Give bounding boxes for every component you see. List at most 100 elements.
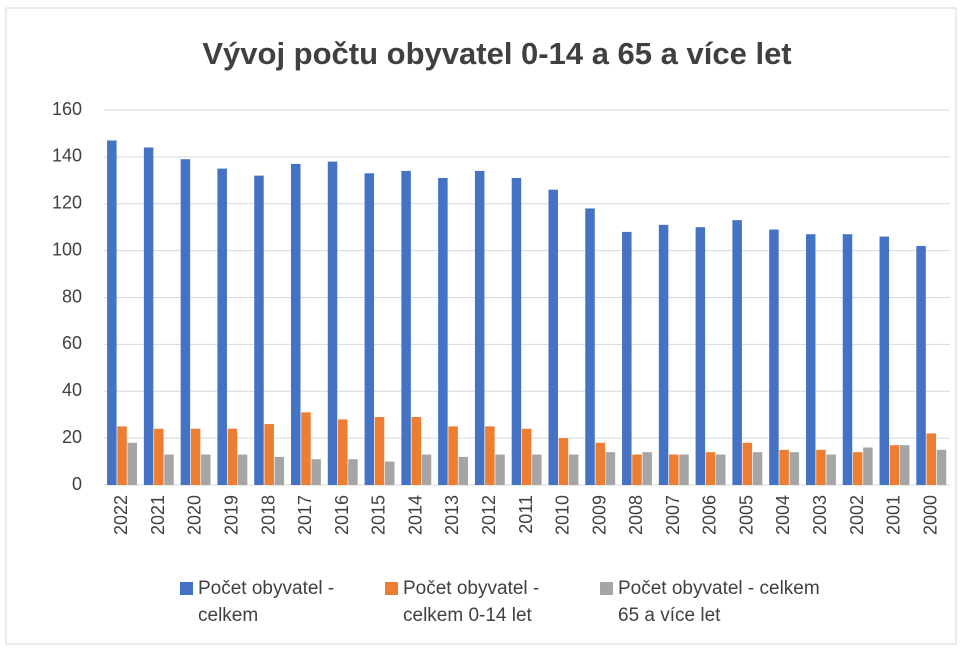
bar	[180, 159, 191, 485]
bar	[227, 428, 238, 485]
bar	[705, 452, 716, 485]
bar	[548, 189, 558, 485]
bar	[411, 417, 422, 485]
bar	[742, 442, 753, 485]
y-tick-label: 160	[52, 99, 82, 119]
bar	[679, 454, 689, 485]
legend-label: Počet obyvatel - celkem	[198, 578, 335, 626]
x-tick-label: 2008	[626, 495, 646, 535]
bar	[337, 419, 348, 485]
bar	[669, 454, 679, 485]
x-tick-label: 2022	[111, 495, 131, 535]
bar	[201, 454, 211, 485]
bar	[899, 445, 910, 485]
bar	[384, 461, 395, 485]
bar	[926, 433, 937, 485]
bar	[769, 229, 779, 485]
bar	[532, 454, 542, 485]
y-tick-label: 60	[62, 333, 82, 353]
bar	[364, 173, 375, 485]
bar	[622, 231, 632, 485]
x-tick-label: 2000	[920, 495, 940, 535]
bar	[107, 140, 117, 485]
bar	[511, 177, 522, 485]
bar	[485, 426, 495, 485]
x-tick-label: 2012	[479, 495, 499, 535]
bar	[164, 454, 174, 485]
x-tick-label: 2006	[700, 495, 720, 535]
bar	[237, 454, 248, 485]
x-tick-label: 2020	[185, 495, 205, 535]
bar	[716, 454, 726, 485]
bar	[274, 456, 285, 485]
bar	[789, 452, 800, 485]
bar	[143, 147, 154, 485]
x-tick-label: 2013	[442, 495, 462, 535]
bar	[658, 224, 669, 485]
bar	[117, 426, 127, 485]
bar	[474, 170, 485, 485]
x-tick-label: 2019	[221, 495, 241, 535]
bar	[521, 428, 532, 485]
bar	[879, 236, 890, 485]
y-tick-label: 80	[62, 286, 82, 306]
bar	[217, 168, 227, 485]
bar	[632, 454, 642, 485]
x-tick-label: 2017	[295, 495, 315, 535]
x-tick-label: 2016	[332, 495, 352, 535]
legend-swatch	[600, 582, 613, 595]
bar	[495, 454, 505, 485]
bar	[190, 428, 201, 485]
bar	[264, 424, 274, 485]
bar	[916, 245, 926, 485]
bar	[127, 442, 137, 485]
x-tick-label: 2004	[773, 495, 793, 535]
bar	[401, 170, 411, 485]
y-tick-label: 0	[72, 474, 82, 494]
legend-swatch	[385, 582, 398, 595]
bar	[889, 445, 900, 485]
bar	[852, 452, 863, 485]
bar	[863, 447, 873, 485]
bar	[779, 449, 789, 485]
bar	[154, 428, 164, 485]
bar	[254, 175, 264, 485]
bar	[816, 449, 826, 485]
bar	[752, 452, 763, 485]
bar	[291, 163, 301, 485]
bar	[301, 412, 311, 485]
x-tick-label: 2015	[369, 495, 389, 535]
x-tick-label: 2001	[884, 495, 904, 535]
x-tick-label: 2005	[736, 495, 756, 535]
bar	[826, 454, 836, 485]
bar	[327, 161, 338, 485]
y-tick-label: 40	[62, 380, 82, 400]
bar	[421, 454, 432, 485]
legend-label: Počet obyvatel - celkem 0-14 let	[403, 578, 540, 626]
bar	[585, 208, 595, 485]
bar	[348, 459, 358, 485]
bar	[605, 452, 616, 485]
y-tick-label: 100	[52, 239, 82, 259]
bar	[732, 220, 742, 485]
bar	[595, 442, 605, 485]
y-tick-label: 120	[52, 193, 82, 213]
bar	[448, 426, 458, 485]
x-tick-label: 2003	[810, 495, 830, 535]
bar	[558, 438, 569, 485]
bar	[311, 459, 321, 485]
chart-title: Vývoj počtu obyvatel 0-14 a 65 a více le…	[202, 36, 791, 71]
legend-swatch	[180, 582, 193, 595]
bar	[458, 456, 469, 485]
x-tick-label: 2007	[663, 495, 683, 535]
bar	[642, 452, 652, 485]
y-tick-label: 20	[62, 427, 82, 447]
bar	[695, 227, 706, 485]
x-tick-label: 2011	[516, 495, 536, 534]
x-tick-label: 2009	[589, 495, 609, 535]
x-tick-label: 2002	[847, 495, 867, 535]
x-tick-label: 2014	[405, 495, 425, 535]
legend-item: Počet obyvatel - celkem 65 a více let	[600, 575, 828, 629]
